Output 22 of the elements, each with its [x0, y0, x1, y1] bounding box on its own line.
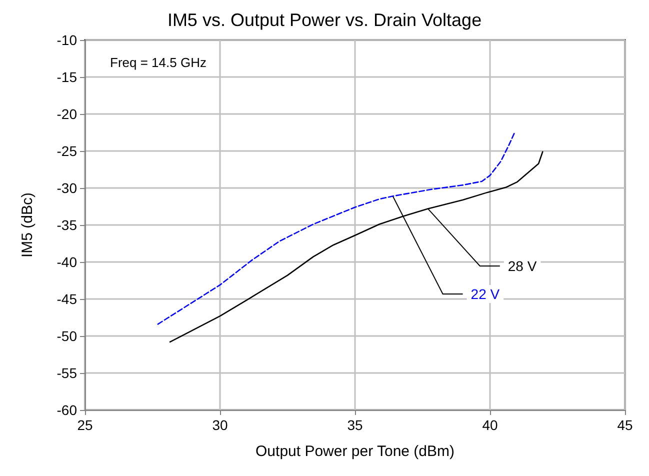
text: 28 V: [508, 258, 538, 274]
x-tick-label: 35: [347, 417, 363, 433]
text: 22 V: [470, 286, 500, 302]
y-tick-label: -50: [56, 328, 78, 344]
y-tick-label: -60: [56, 402, 78, 418]
y-tick-label: -30: [56, 180, 78, 196]
y-tick-label: -35: [56, 217, 78, 233]
x-tick-label: 30: [212, 417, 228, 433]
x-tick-label: 25: [77, 417, 93, 433]
y-tick-label: -10: [56, 32, 78, 48]
y-tick-label: -25: [56, 143, 78, 159]
y-tick-label: -20: [56, 106, 78, 122]
annotation: Freq = 14.5 GHz: [110, 55, 206, 70]
y-tick-label: -15: [56, 69, 78, 85]
chart-title: IM5 vs. Output Power vs. Drain Voltage: [167, 10, 482, 30]
x-axis-title: Output Power per Tone (dBm): [256, 443, 454, 460]
y-tick-label: -55: [56, 365, 78, 381]
x-tick-label: 45: [617, 417, 633, 433]
y-tick-label: -40: [56, 254, 78, 270]
x-tick-label: 40: [482, 417, 498, 433]
y-axis-title: IM5 (dBc): [19, 192, 36, 258]
y-tick-label: -45: [56, 291, 78, 307]
